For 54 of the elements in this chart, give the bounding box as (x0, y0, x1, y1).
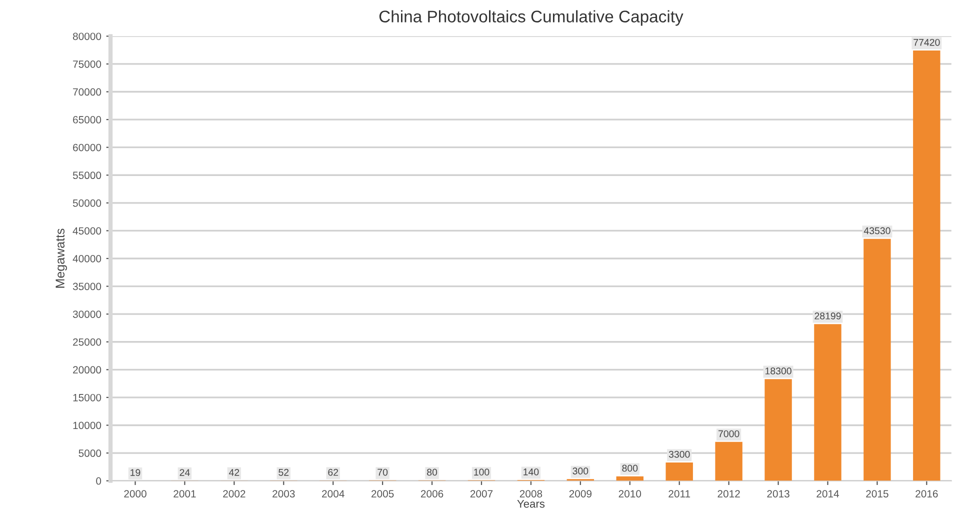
y-tick-label: 35000 (72, 282, 102, 290)
y-tick-label: 20000 (73, 366, 102, 374)
data-label: 28199 (814, 312, 841, 320)
data-label: 3300 (668, 450, 690, 458)
y-tick-label: 60000 (73, 144, 102, 152)
data-label: 42 (228, 468, 240, 476)
x-tick-label: 2009 (569, 490, 592, 498)
x-tick-label: 2005 (372, 490, 394, 498)
y-axis-title: Megawatts (56, 228, 67, 288)
x-tick-label: 2001 (174, 490, 196, 498)
x-tick-label: 2014 (816, 490, 840, 498)
x-tick-label: 2003 (272, 490, 295, 498)
x-tick-label: 2013 (767, 490, 790, 498)
data-label: 19 (130, 469, 140, 476)
x-tick-label: 2007 (470, 490, 493, 498)
data-label: 24 (180, 469, 190, 476)
y-tick-label: 5000 (78, 450, 102, 457)
y-tick-label: 65000 (73, 116, 102, 124)
y-tick-label: 45000 (72, 227, 102, 235)
chart-title: China Photovoltaics Cumulative Capacity (379, 10, 684, 26)
data-label: 300 (572, 468, 588, 474)
y-tick-label: 15000 (73, 394, 102, 402)
y-tick-label: 50000 (72, 199, 102, 207)
x-tick-label: 2000 (124, 490, 146, 498)
y-tick-label: 40000 (72, 255, 102, 262)
x-tick-label: 2008 (520, 490, 542, 498)
y-tick-label: 70000 (73, 88, 102, 96)
y-tick-label: 10000 (73, 422, 102, 430)
x-tick-label: 2010 (618, 490, 642, 498)
data-label: 52 (278, 468, 289, 476)
data-label: 800 (622, 464, 638, 472)
data-label: 62 (328, 468, 338, 476)
x-tick-label: 2004 (322, 490, 344, 498)
y-tick-label: 55000 (72, 172, 102, 180)
data-label: 43530 (864, 227, 890, 234)
data-label: 70 (378, 468, 388, 476)
data-label: 100 (474, 468, 490, 476)
x-tick-label: 2012 (718, 490, 740, 498)
y-tick-label: 80000 (72, 32, 102, 40)
data-label: 140 (524, 468, 539, 476)
data-label: 7000 (718, 430, 740, 438)
x-tick-label: 2011 (668, 490, 690, 498)
y-tick-label: 0 (96, 477, 102, 485)
x-tick-label: 2016 (916, 490, 938, 498)
y-tick-label: 25000 (73, 338, 102, 346)
data-label: 18300 (765, 368, 792, 374)
y-tick-label: 30000 (72, 310, 102, 318)
data-label: 80 (427, 468, 438, 476)
x-tick-label: 2015 (866, 490, 888, 498)
y-tick-label: 75000 (73, 60, 102, 68)
x-tick-label: 2002 (223, 490, 246, 498)
x-axis-title: Years (517, 500, 545, 508)
data-label: 77420 (914, 38, 940, 46)
x-tick-label: 2006 (420, 490, 444, 498)
